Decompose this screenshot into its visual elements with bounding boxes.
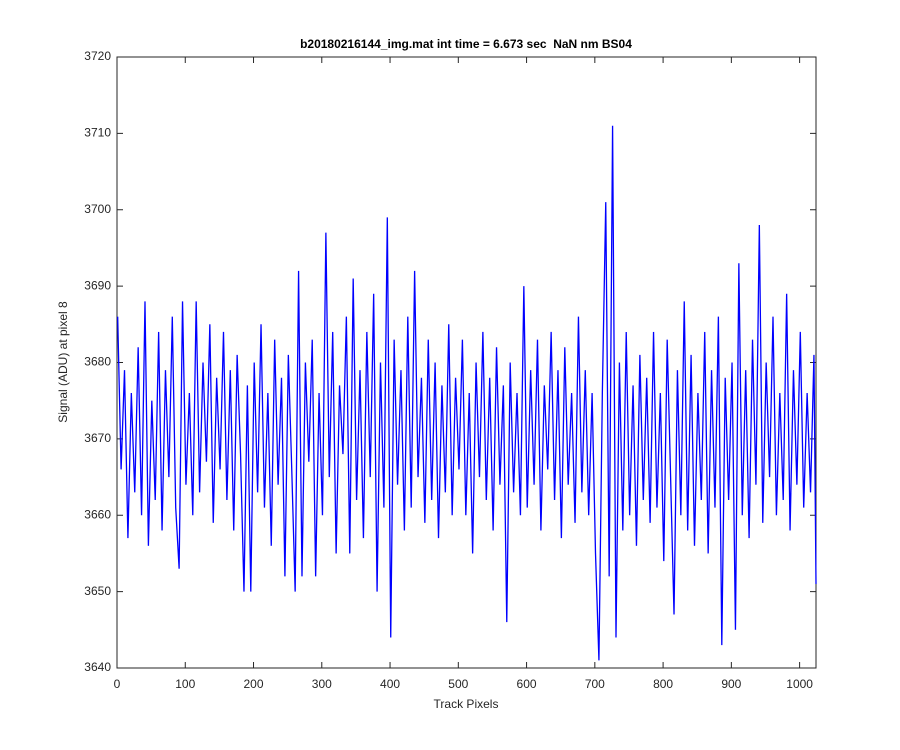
y-tick-label: 3650 xyxy=(84,584,111,598)
y-tick-label: 3710 xyxy=(84,126,111,140)
x-tick-label: 600 xyxy=(517,677,537,691)
x-tick-label: 400 xyxy=(380,677,400,691)
chart-title: b20180216144_img.mat int time = 6.673 se… xyxy=(300,37,632,51)
y-tick-label: 3700 xyxy=(84,202,111,216)
x-tick-label: 500 xyxy=(448,677,468,691)
x-tick-label: 800 xyxy=(653,677,673,691)
plot-area xyxy=(116,56,817,669)
data-line xyxy=(117,125,817,661)
y-tick-label: 3640 xyxy=(84,660,111,674)
y-axis-label: Signal (ADU) at pixel 8 xyxy=(56,301,70,423)
y-tick-label: 3660 xyxy=(84,507,111,521)
x-tick-label: 300 xyxy=(312,677,332,691)
y-tick-label: 3690 xyxy=(84,278,111,292)
x-tick-label: 200 xyxy=(244,677,264,691)
x-axis-label: Track Pixels xyxy=(434,697,499,711)
y-tick-label: 3670 xyxy=(84,431,111,445)
x-tick-label: 100 xyxy=(175,677,195,691)
x-tick-label: 1000 xyxy=(786,677,813,691)
x-tick-label: 900 xyxy=(721,677,741,691)
y-tick-label: 3680 xyxy=(84,355,111,369)
x-tick-label: 0 xyxy=(114,677,121,691)
y-tick-label: 3720 xyxy=(84,49,111,63)
x-tick-label: 700 xyxy=(585,677,605,691)
